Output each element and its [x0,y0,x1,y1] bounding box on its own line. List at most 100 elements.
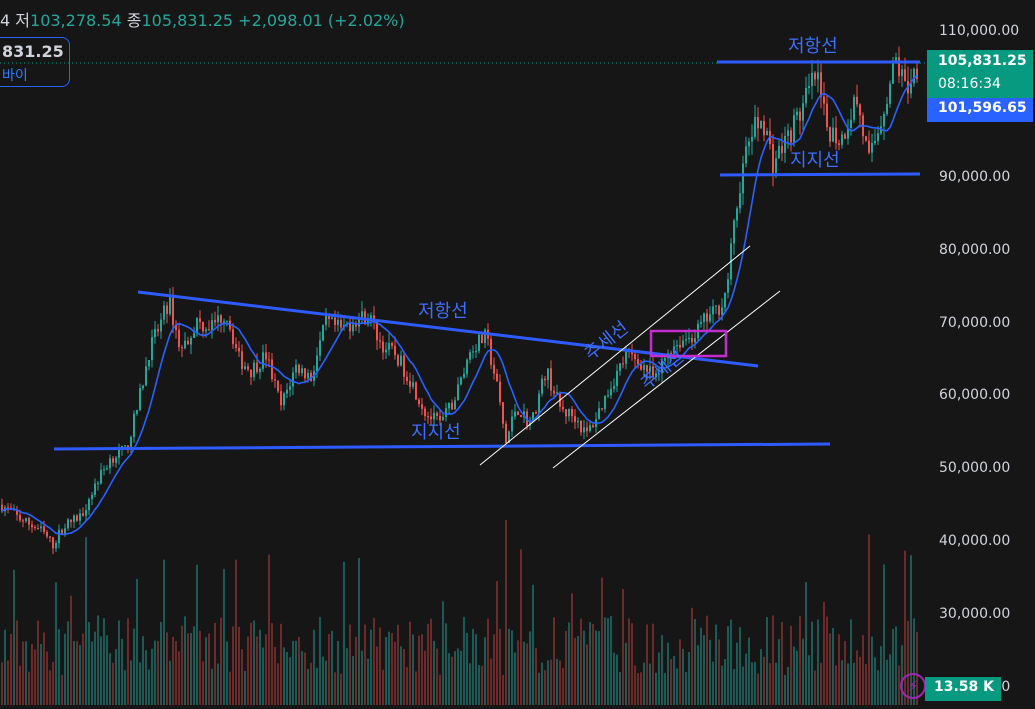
candle-body [580,420,582,433]
volume-bar [379,627,381,705]
candle-body [496,373,498,382]
volume-bar [892,628,894,705]
candle-body [373,315,375,322]
volume-bar [409,621,411,705]
candle-body [685,339,687,341]
candle-body [814,72,816,80]
volume-bar [40,644,42,705]
candle-body [370,315,372,321]
channel-line-upper [479,245,751,466]
candle-body [661,360,663,374]
candle-body [544,378,546,381]
volume-bar [880,646,882,705]
change-percent: (+2.02%) [327,11,405,30]
volume-bar [262,647,264,705]
candle-body [232,329,234,345]
price-axis[interactable]: 110,000.00100,000.0090,000.0080,000.0070… [925,0,1035,705]
candle-body [469,352,471,360]
candle-body [502,402,504,424]
candle-body [481,334,483,344]
volume-bar [130,660,132,705]
candle-body [694,338,696,343]
volume-bar [469,663,471,705]
candle-body [457,384,459,401]
volume-bar [541,662,543,705]
volume-bar [34,649,36,705]
candle-body [571,409,573,417]
volume-bar [226,641,228,705]
candle-body [355,324,357,327]
candle-body [295,364,297,373]
candle-body [196,318,198,334]
volume-bar [58,629,60,705]
candle-body [31,524,33,528]
volume-bar [112,662,114,705]
candle-body [889,83,891,104]
candle-body [172,296,174,325]
volume-bar [280,623,282,705]
volume-bar [685,672,687,705]
volume-bar [268,554,270,705]
volume-bar [760,649,762,705]
volume-bar [139,662,141,705]
volume-bar [43,632,45,705]
candle-body [463,373,465,378]
volume-bar [466,632,468,705]
volume-bar [223,568,225,705]
volume-bar [778,639,780,705]
candle-body [271,359,273,380]
current-price: 105,831.25 [938,53,1027,69]
candle-body [388,342,390,350]
volume-bar [565,631,567,705]
low-value: 103,278.54 [30,11,122,30]
volume-bar [433,640,435,705]
candle-body [217,315,219,323]
volume-bar [247,636,249,705]
volume-bar [664,673,666,705]
volume-bar [643,662,645,705]
volume-bar [175,641,177,705]
candle-body [775,158,777,173]
volume-bar [88,622,90,705]
volume-bar [817,619,819,705]
candle-body [46,531,48,537]
candle-body [133,413,135,438]
candle-body [742,163,744,194]
volume-bar [385,637,387,705]
candle-body [7,507,9,509]
volume-bar [154,640,156,705]
chart-area[interactable]: 4 저103,278.54 종105,831.25 +2,098.01 (+2.… [0,0,926,705]
volume-bar [826,616,828,705]
lightning-icon[interactable]: ⚡ [900,673,926,699]
volume-bar [658,652,660,705]
volume-bar [487,618,489,705]
candle-body [751,136,753,142]
volume-bar [265,634,267,705]
volume-bar [592,623,594,705]
volume-bar [739,627,741,705]
candle-body [508,431,510,443]
volume-bar [901,645,903,705]
volume-bar [250,622,252,705]
candle-body [691,337,693,343]
candle-body [76,515,78,521]
moving-average-label: 101,596.65 [927,98,1033,122]
volume-bar [340,673,342,705]
annotation-support-bottom: 지지선 [411,422,461,443]
candle-body [424,408,426,417]
volume-bar [613,652,615,705]
candle-body [763,121,765,136]
candle-body [679,344,681,348]
current-price-label: 105,831.25 08:16:34 [927,50,1033,98]
buy-order-badge[interactable]: 831.25 바이 [0,37,70,87]
volume-bar [31,644,33,705]
volume-bar [553,617,555,705]
candle-body [700,321,702,324]
volume-bar [724,659,726,705]
volume-bar [532,584,534,705]
volume-bar [220,617,222,705]
volume-bar [289,657,291,705]
volume-bar [718,639,720,705]
price-chart[interactable] [0,0,925,705]
volume-bar [454,651,456,705]
